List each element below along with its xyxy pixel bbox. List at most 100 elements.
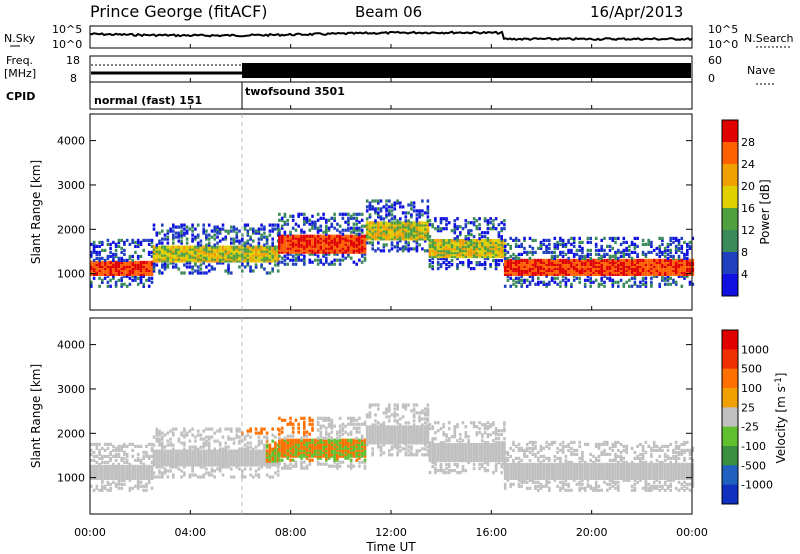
scatter-cell bbox=[196, 257, 200, 261]
scatter-cell bbox=[575, 260, 579, 264]
scatter-cell bbox=[338, 446, 342, 450]
scatter-cell bbox=[125, 476, 129, 480]
scatter-cell bbox=[114, 254, 118, 258]
scatter-cell bbox=[311, 458, 314, 462]
scatter-cell bbox=[592, 264, 595, 268]
scatter-cell bbox=[188, 247, 192, 251]
scatter-cell bbox=[327, 218, 331, 222]
scatter-cell bbox=[349, 242, 353, 246]
scatter-cell bbox=[145, 488, 148, 492]
scatter-cell bbox=[158, 249, 161, 253]
scatter-cell bbox=[227, 449, 230, 453]
scatter-cell bbox=[280, 240, 284, 244]
scatter-cell bbox=[147, 262, 151, 266]
scatter-cell bbox=[112, 272, 115, 276]
scatter-cell bbox=[216, 467, 219, 471]
scatter-cell bbox=[274, 259, 277, 263]
scatter-cell bbox=[344, 424, 347, 428]
scatter-cell bbox=[106, 468, 110, 472]
scatter-cell bbox=[172, 457, 175, 461]
scatter-cell bbox=[393, 215, 397, 219]
scatter-cell bbox=[663, 260, 667, 264]
scatter-cell bbox=[139, 272, 143, 276]
scatter-cell bbox=[341, 258, 345, 262]
scatter-cell bbox=[155, 243, 159, 247]
scatter-cell bbox=[322, 442, 325, 446]
scatter-cell bbox=[578, 244, 581, 248]
scatter-cell bbox=[263, 245, 266, 249]
scatter-cell bbox=[423, 223, 427, 227]
scatter-cell bbox=[396, 241, 399, 245]
scatter-cell bbox=[520, 278, 523, 282]
scatter-cell bbox=[319, 426, 323, 430]
scatter-cell bbox=[525, 264, 529, 268]
scatter-cell bbox=[572, 268, 576, 272]
scatter-cell bbox=[497, 223, 501, 227]
scatter-cell bbox=[390, 441, 394, 445]
scatter-cell bbox=[492, 241, 495, 245]
scatter-cell bbox=[677, 258, 681, 262]
scatter-cell bbox=[470, 247, 473, 251]
scatter-cell bbox=[619, 278, 623, 282]
scatter-cell bbox=[396, 235, 399, 239]
scatter-cell bbox=[238, 249, 241, 253]
scatter-cell bbox=[393, 415, 397, 419]
scatter-cell bbox=[434, 243, 437, 247]
scatter-cell bbox=[92, 472, 96, 476]
scatter-cell bbox=[278, 254, 281, 258]
scatter-cell bbox=[278, 458, 281, 462]
scatter-cell bbox=[316, 234, 320, 238]
scatter-cell bbox=[365, 427, 369, 431]
scatter-cell bbox=[139, 472, 143, 476]
scatter-cell bbox=[514, 260, 518, 264]
scatter-cell bbox=[410, 229, 413, 233]
scatter-cell bbox=[418, 433, 421, 437]
scatter-cell bbox=[396, 453, 399, 457]
scatter-cell bbox=[109, 442, 112, 446]
scatter-cell bbox=[305, 236, 309, 240]
scatter-cell bbox=[218, 245, 222, 249]
scatter-cell bbox=[327, 240, 331, 244]
scatter-cell bbox=[385, 225, 388, 229]
scatter-cell bbox=[177, 451, 181, 455]
scatter-cell bbox=[647, 264, 650, 268]
scatter-cell bbox=[325, 426, 328, 430]
scatter-cell bbox=[325, 234, 328, 238]
scatter-cell bbox=[358, 430, 361, 434]
scatter-cell bbox=[393, 237, 397, 241]
scatter-cell bbox=[283, 450, 287, 454]
scatter-cell bbox=[600, 270, 603, 274]
scatter-cell bbox=[531, 264, 535, 268]
scatter-cell bbox=[517, 262, 521, 266]
scatter-cell bbox=[117, 240, 121, 244]
scatter-cell bbox=[421, 233, 424, 237]
scatter-cell bbox=[163, 237, 167, 241]
scatter-cell bbox=[316, 420, 320, 424]
scatter-cell bbox=[249, 435, 252, 439]
scatter-cell bbox=[358, 452, 361, 456]
scatter-cell bbox=[139, 470, 143, 474]
scatter-cell bbox=[238, 457, 241, 461]
scatter-cell bbox=[305, 248, 309, 252]
scatter-cell bbox=[666, 242, 670, 246]
scatter-cell bbox=[311, 220, 314, 224]
scatter-cell bbox=[172, 449, 175, 453]
scatter-cell bbox=[407, 429, 410, 433]
scatter-cell bbox=[461, 227, 465, 231]
scatter-cell bbox=[327, 442, 331, 446]
scatter-cell bbox=[589, 264, 592, 268]
scatter-cell bbox=[388, 441, 391, 445]
scatter-cell bbox=[644, 242, 648, 246]
scatter-cell bbox=[322, 244, 325, 248]
scatter-cell bbox=[230, 255, 233, 259]
scatter-cell bbox=[396, 445, 399, 449]
scatter-cell bbox=[145, 472, 148, 476]
scatter-cell bbox=[365, 229, 369, 233]
scatter-cell bbox=[123, 466, 126, 470]
scatter-cell bbox=[291, 248, 295, 252]
scatter-cell bbox=[611, 280, 615, 284]
scatter-cell bbox=[349, 464, 353, 468]
scatter-cell bbox=[106, 442, 110, 446]
scatter-cell bbox=[166, 463, 170, 467]
scatter-cell bbox=[360, 450, 364, 454]
